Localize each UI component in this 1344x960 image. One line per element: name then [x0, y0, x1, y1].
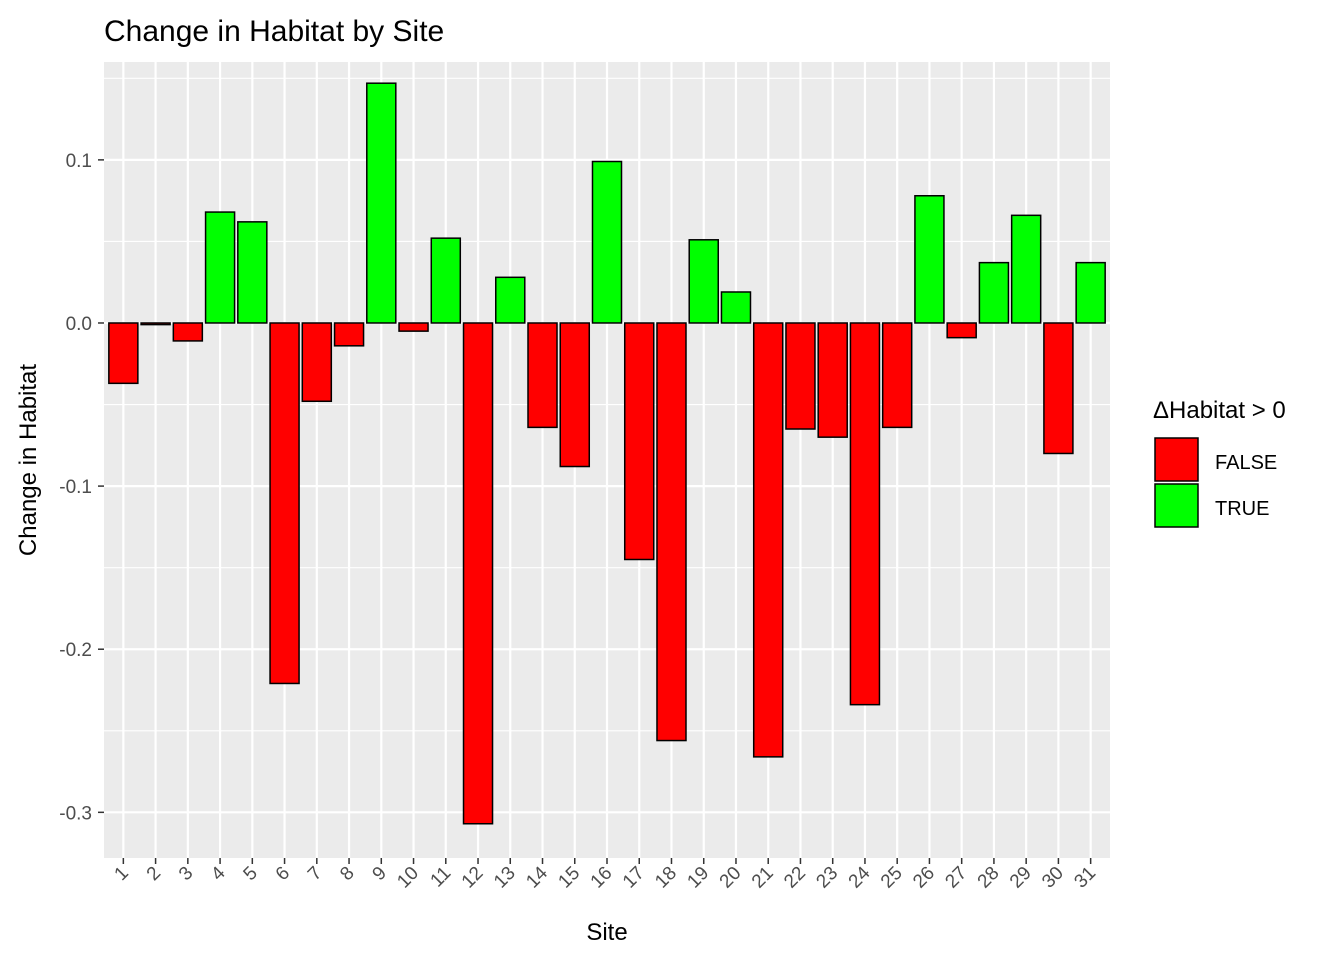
- x-tick-label: 31: [1070, 863, 1100, 893]
- bar-site-30: [1043, 322, 1074, 455]
- bar-site-12: [462, 322, 494, 825]
- bar-site-6: [269, 322, 300, 685]
- x-tick-label: 23: [812, 863, 842, 893]
- legend-title: ΔHabitat > 0: [1153, 397, 1286, 424]
- x-tick-label: 21: [748, 863, 778, 893]
- x-tick-label: 5: [240, 863, 262, 885]
- bar-site-25: [881, 322, 913, 429]
- bar-site-27: [946, 322, 977, 339]
- bar-site-7: [301, 322, 333, 403]
- x-tick-label: 10: [393, 863, 423, 893]
- x-tick-label: 1: [111, 863, 133, 885]
- bar-site-5: [237, 221, 268, 324]
- y-tick-label: -0.1: [59, 477, 92, 498]
- x-tick-label: 30: [1038, 863, 1068, 893]
- bar-site-16: [591, 160, 623, 324]
- bar-site-8: [333, 322, 365, 347]
- x-tick-label: 2: [143, 863, 165, 885]
- x-tick-label: 19: [683, 863, 713, 893]
- legend-label-false: FALSE: [1215, 452, 1277, 474]
- x-axis: 1 2 3 4 5 6 7 8 9 10 11 12 13 14 15 16 17 18 19 20 21 22 23 24 2…: [111, 858, 1100, 893]
- bar-site-28: [978, 261, 1010, 324]
- bar-site-18: [656, 322, 687, 742]
- x-tick-label: 28: [974, 863, 1004, 893]
- bar-site-14: [527, 322, 558, 429]
- x-tick-label: 26: [909, 863, 939, 893]
- x-tick-label: 9: [369, 863, 391, 885]
- bar-site-4: [204, 211, 236, 324]
- bar-site-11: [430, 237, 462, 324]
- x-tick-label: 22: [780, 863, 810, 893]
- x-tick-label: 12: [458, 863, 488, 893]
- bar-site-24: [849, 322, 881, 706]
- y-axis-title: Change in Habitat: [15, 364, 42, 556]
- x-tick-label: 20: [716, 863, 746, 893]
- bar-site-17: [623, 322, 655, 561]
- bar-site-13: [495, 276, 526, 324]
- bar-site-19: [688, 239, 719, 324]
- x-tick-label: 7: [304, 863, 326, 885]
- x-tick-label: 29: [1006, 863, 1036, 893]
- legend-label-true: TRUE: [1215, 498, 1269, 520]
- bar-site-3: [172, 322, 204, 342]
- x-tick-label: 3: [175, 863, 197, 885]
- y-tick-label: 0.0: [66, 314, 92, 335]
- bar-site-1: [108, 322, 139, 385]
- x-tick-label: 14: [522, 862, 552, 892]
- x-tick-label: 18: [651, 863, 681, 893]
- bar-site-26: [914, 195, 945, 324]
- bar-site-31: [1075, 261, 1106, 324]
- x-tick-label: 15: [554, 863, 584, 893]
- y-tick-label: -0.2: [59, 640, 92, 661]
- bar-site-15: [559, 322, 591, 468]
- chart-title: Change in Habitat by Site: [104, 15, 444, 48]
- y-axis: 0.1 0.0 -0.1 -0.2 -0.3: [59, 151, 104, 824]
- x-tick-label: 16: [587, 863, 617, 893]
- legend: ΔHabitat > 0 FALSE TRUE: [1153, 397, 1286, 528]
- legend-key-false: [1154, 437, 1199, 482]
- bars: [108, 82, 1106, 825]
- y-tick-label: -0.3: [59, 803, 92, 824]
- y-tick-label: 0.1: [66, 151, 92, 172]
- bar-site-20: [720, 291, 752, 324]
- bar-site-23: [817, 322, 848, 438]
- x-tick-label: 6: [272, 863, 294, 885]
- bar-site-10: [398, 322, 429, 332]
- bar-site-21: [752, 322, 784, 758]
- legend-key-true: [1154, 483, 1199, 528]
- x-tick-label: 8: [336, 863, 358, 885]
- bar-site-9: [366, 82, 397, 324]
- x-tick-label: 17: [619, 863, 649, 893]
- bar-site-2: [140, 322, 171, 326]
- x-axis-title: Site: [586, 919, 627, 946]
- x-tick-label: 24: [845, 862, 875, 892]
- bar-site-29: [1010, 214, 1042, 324]
- x-tick-label: 13: [490, 863, 520, 893]
- x-tick-label: 4: [207, 862, 230, 885]
- x-tick-label: 11: [427, 863, 456, 892]
- bar-site-22: [785, 322, 816, 430]
- x-tick-label: 25: [877, 863, 907, 893]
- x-tick-label: 27: [941, 863, 971, 893]
